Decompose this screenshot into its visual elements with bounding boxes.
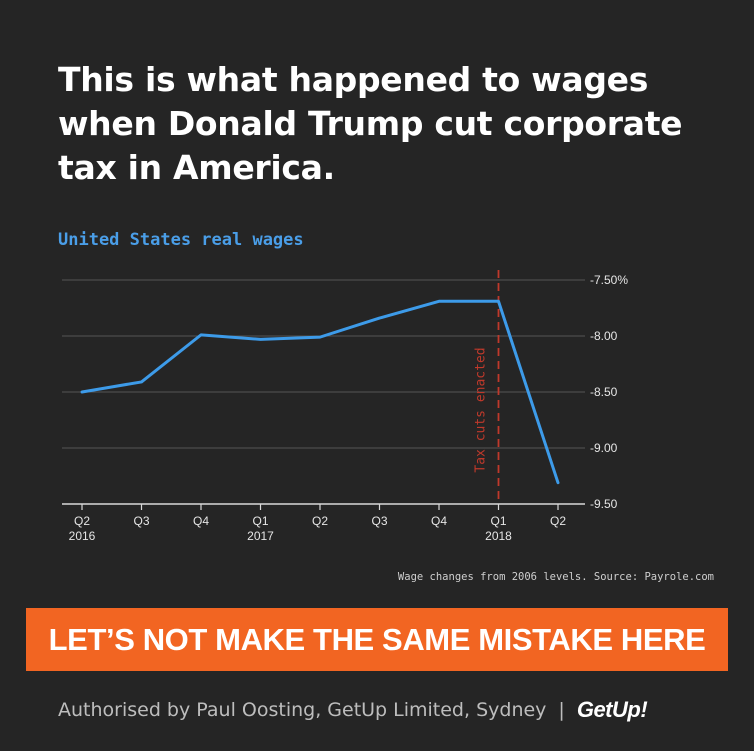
x-tick-label: Q3 bbox=[133, 514, 149, 528]
chart-title: United States real wages bbox=[58, 230, 304, 250]
x-tick-label: Q4 bbox=[193, 514, 209, 528]
y-tick-label: -7.50% bbox=[590, 273, 628, 287]
cta-banner: LET’S NOT MAKE THE SAME MISTAKE HERE bbox=[26, 608, 728, 671]
annotation-layer: Tax cuts enacted bbox=[474, 270, 500, 504]
y-tick-label: -8.50 bbox=[590, 385, 618, 399]
x-tick-label: Q4 bbox=[431, 514, 447, 528]
tax-cut-annotation-label: Tax cuts enacted bbox=[474, 347, 489, 472]
getup-logo: GetUp! bbox=[576, 697, 648, 722]
x-tick-label: Q3 bbox=[371, 514, 387, 528]
x-tick-label: Q2 bbox=[550, 514, 566, 528]
y-tick-label: -9.50 bbox=[590, 497, 618, 511]
headline: This is what happened to wages when Dona… bbox=[58, 60, 683, 187]
authorisation-text: Authorised by Paul Oosting, GetUp Limite… bbox=[58, 699, 547, 721]
x-tick-label: Q1 bbox=[490, 514, 506, 528]
grid-layer bbox=[62, 279, 585, 505]
x-tick-label: Q2 bbox=[74, 514, 90, 528]
y-tick-label: -9.00 bbox=[590, 441, 618, 455]
source-note: Wage changes from 2006 levels. Source: P… bbox=[397, 571, 714, 583]
series-layer bbox=[80, 299, 560, 485]
footer: Authorised by Paul Oosting, GetUp Limite… bbox=[58, 697, 648, 723]
footer-separator: | bbox=[558, 699, 565, 721]
x-tick-year-label: 2018 bbox=[485, 529, 512, 543]
x-tick-year-label: 2016 bbox=[69, 529, 96, 543]
x-tick-label: Q2 bbox=[312, 514, 328, 528]
x-tick-label: Q1 bbox=[252, 514, 268, 528]
y-tick-layer: -7.50% -8.00 -8.50 -9.00 -9.50 bbox=[590, 273, 628, 511]
y-tick-label: -8.00 bbox=[590, 329, 618, 343]
x-tick-year-label: 2017 bbox=[247, 529, 274, 543]
